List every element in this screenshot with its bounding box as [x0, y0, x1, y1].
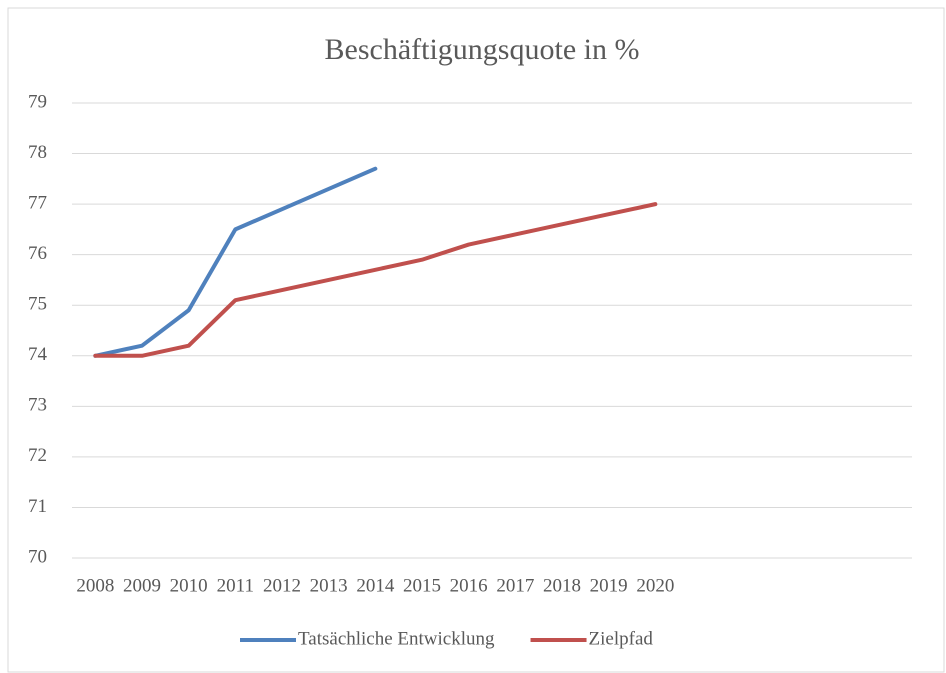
y-tick-label: 71 — [28, 496, 47, 517]
series-line — [93, 166, 378, 358]
x-tick-label: 2014 — [356, 575, 395, 596]
y-tick-label: 72 — [28, 445, 47, 466]
x-tick-label: 2011 — [217, 575, 254, 596]
x-tick-label: 2008 — [76, 575, 114, 596]
x-tick-label: 2009 — [123, 575, 161, 596]
x-tick-label: 2012 — [263, 575, 301, 596]
y-tick-label: 77 — [28, 192, 47, 213]
series-line — [93, 202, 658, 358]
y-tick-label: 73 — [28, 395, 47, 416]
y-tick-label: 78 — [28, 142, 47, 163]
x-tick-label: 2013 — [310, 575, 348, 596]
x-tick-label: 2010 — [170, 575, 208, 596]
x-tick-label: 2019 — [590, 575, 628, 596]
x-tick-label: 2015 — [403, 575, 441, 596]
chart-frame — [7, 7, 945, 673]
x-tick-label: 2016 — [450, 575, 488, 596]
y-tick-label: 74 — [28, 344, 48, 365]
legend-label: Tatsächliche Entwicklung — [298, 628, 495, 649]
y-tick-label: 76 — [28, 243, 47, 264]
y-tick-label: 70 — [28, 546, 47, 567]
y-tick-label: 79 — [28, 91, 47, 112]
x-tick-label: 2020 — [636, 575, 674, 596]
x-tick-label: 2017 — [496, 575, 534, 596]
legend-label: Zielpfad — [589, 628, 654, 649]
chart-title: Beschäftigungsquote in % — [325, 33, 640, 66]
y-tick-label: 75 — [28, 294, 47, 315]
x-tick-label: 2018 — [543, 575, 581, 596]
